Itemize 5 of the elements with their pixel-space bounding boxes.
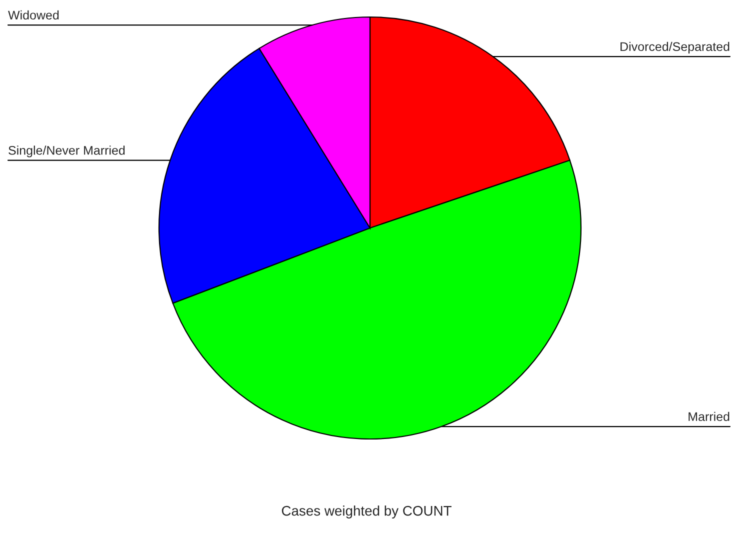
slice-label: Married — [688, 412, 730, 422]
slice-label: Single/Never Married — [8, 146, 125, 158]
slice-label: Divorced/Separated — [620, 42, 730, 54]
slice-label: Widowed — [8, 10, 59, 20]
text: Cases weighted by COUNT — [282, 506, 452, 518]
